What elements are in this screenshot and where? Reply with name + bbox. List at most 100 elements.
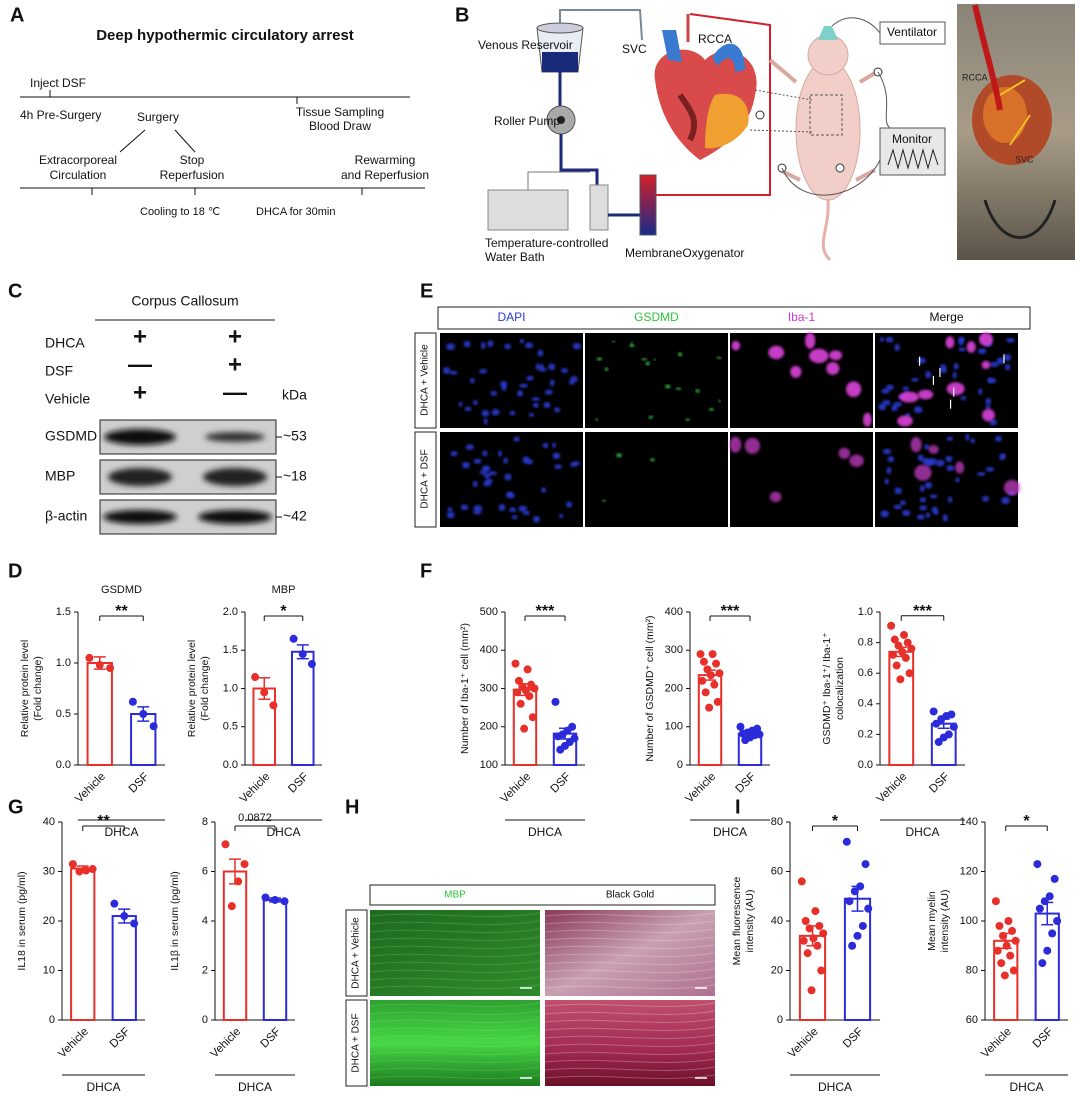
fiber <box>369 1074 541 1079</box>
data-point <box>1008 926 1017 935</box>
data-point <box>234 877 243 886</box>
micrograph <box>370 910 540 996</box>
fiber <box>369 976 541 981</box>
cell <box>985 466 995 472</box>
data-point <box>845 897 854 906</box>
significance-label: * <box>1023 813 1030 830</box>
y-axis-label: intensity (AU) <box>939 889 951 952</box>
cell <box>1003 354 1012 361</box>
data-point <box>738 729 747 738</box>
cell <box>790 365 802 378</box>
label: Extracorporeal <box>39 153 117 167</box>
cell <box>1004 363 1011 371</box>
blot-band <box>198 510 272 524</box>
bar <box>888 650 915 767</box>
photo-instrument <box>983 199 1057 239</box>
y-tick-label: 0.0 <box>56 759 71 771</box>
y-axis-label: (Fold change) <box>32 656 44 721</box>
mouse-limb <box>768 58 798 84</box>
y-tick-label: 60 <box>966 1014 978 1026</box>
data-point <box>289 634 298 643</box>
group-label: DHCA <box>818 1080 852 1094</box>
blot-band <box>203 468 267 486</box>
cell <box>924 444 930 450</box>
cell <box>497 450 503 457</box>
cell <box>985 404 991 411</box>
y-tick-label: 20 <box>43 915 55 927</box>
cell <box>849 454 864 467</box>
y-tick-label: 40 <box>43 816 55 828</box>
data-point <box>907 644 916 653</box>
condition-mark: — <box>223 379 247 406</box>
label: Rewarming <box>355 153 416 167</box>
bar <box>130 713 157 766</box>
significance-label: *** <box>536 603 555 620</box>
cell <box>919 497 927 503</box>
data-point <box>1033 860 1042 869</box>
fiber <box>544 1034 716 1039</box>
x-tick-label: Vehicle <box>875 771 910 806</box>
cell <box>809 348 829 364</box>
photo-vessel <box>972 4 1003 111</box>
y-tick-label: 1.0 <box>858 606 873 618</box>
cell <box>490 390 498 396</box>
cell <box>881 388 890 394</box>
cell <box>769 491 782 503</box>
cell <box>708 407 714 411</box>
cell <box>498 504 506 511</box>
micrograph <box>440 432 583 527</box>
fiber <box>544 936 716 941</box>
data-point <box>551 697 560 706</box>
label: Circulation <box>50 168 107 182</box>
data-point <box>853 931 862 940</box>
micrograph <box>370 1000 540 1086</box>
fiber <box>544 1066 716 1071</box>
chart-title: GSDMD <box>101 584 142 596</box>
label: Water Bath <box>485 250 545 264</box>
y-tick-label: 300 <box>665 644 683 656</box>
y-tick-label: 10 <box>43 964 55 976</box>
data-point <box>528 713 537 722</box>
cell <box>509 410 516 416</box>
monitor-cable <box>877 71 891 129</box>
cell <box>885 336 894 343</box>
data-point <box>699 657 708 666</box>
fiber <box>544 928 716 933</box>
label: Blood Draw <box>309 119 371 133</box>
cell <box>458 401 463 407</box>
cell <box>442 366 451 375</box>
panel-letter: I <box>735 796 741 818</box>
data-point <box>896 675 905 684</box>
fiber <box>369 984 541 989</box>
y-tick-label: 100 <box>960 915 978 927</box>
data-point <box>715 669 724 678</box>
significance-label: *** <box>721 603 740 620</box>
fiber <box>544 1058 716 1063</box>
data-point <box>797 877 806 886</box>
group-label: DHCA <box>528 825 562 839</box>
condition-mark: + <box>228 351 242 378</box>
micrograph <box>545 910 715 996</box>
y-tick-label: 0 <box>677 759 683 771</box>
data-point <box>801 917 810 925</box>
data-point <box>1009 966 1018 975</box>
cell <box>504 473 512 481</box>
fiber <box>544 1042 716 1047</box>
cell <box>894 343 900 352</box>
cell <box>953 362 959 370</box>
data-point <box>251 673 260 682</box>
group-label: DHCA <box>266 825 300 839</box>
y-tick-label: 1.0 <box>223 682 238 694</box>
cell <box>1001 496 1010 505</box>
data-point <box>521 686 530 695</box>
data-point <box>520 724 529 733</box>
cell <box>919 505 928 511</box>
data-point <box>864 904 873 913</box>
cell <box>925 512 931 518</box>
x-tick-label: DSF <box>549 771 574 796</box>
stain-label: MBP <box>444 890 466 901</box>
data-point <box>799 936 808 945</box>
bar <box>262 898 288 1022</box>
cell <box>504 343 512 350</box>
